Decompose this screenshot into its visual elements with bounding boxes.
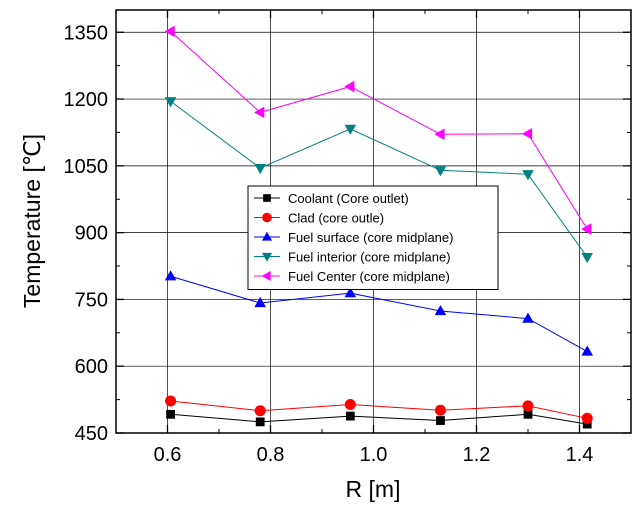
series-line: [170, 31, 588, 230]
legend-marker: [263, 194, 271, 202]
legend-marker: [261, 270, 271, 282]
data-point: [344, 399, 356, 411]
legend-label: Fuel Center (core midplane): [288, 269, 450, 284]
legend-item: Coolant (Core outlet): [254, 191, 409, 206]
legend-label: Fuel surface (core midplane): [288, 230, 453, 245]
x-tick-label: 0.8: [257, 444, 285, 466]
data-point: [434, 404, 446, 416]
data-point: [522, 312, 534, 323]
data-point: [254, 296, 266, 308]
data-point: [164, 270, 177, 281]
data-point: [522, 400, 534, 412]
data-point: [521, 128, 533, 140]
legend-marker: [261, 231, 273, 241]
data-point: [345, 411, 355, 421]
y-tick-label: 750: [75, 289, 108, 311]
y-axis-label: Temperature [℃]: [19, 134, 45, 308]
series-2: [164, 270, 593, 356]
legend-label: Coolant (Core outlet): [288, 191, 409, 206]
legend-item: Fuel Center (core midplane): [254, 269, 450, 284]
data-point: [165, 395, 177, 407]
data-point: [255, 417, 265, 427]
data-point: [523, 409, 533, 419]
data-point: [581, 412, 593, 424]
y-tick-label: 900: [75, 223, 108, 245]
ticks: 0.6 0.8 1.0 1.2 1.4 450 600 750 900 1050 1200 1350: [64, 10, 631, 466]
data-point: [582, 419, 592, 429]
data-point: [581, 252, 593, 264]
legend: Coolant (Core outlet) Clad (core outle) Fu…: [247, 185, 499, 290]
y-tick-label: 450: [75, 423, 108, 445]
series-line: [170, 275, 588, 352]
y-tick-label: 1050: [64, 156, 109, 178]
y-tick-label: 1350: [64, 22, 109, 44]
data-point: [164, 25, 175, 38]
data-point: [166, 409, 175, 419]
x-tick-label: 1.4: [566, 444, 594, 466]
legend-marker: [262, 212, 272, 223]
legend-item: Fuel interior (core midplane): [254, 250, 451, 265]
legend-label: Fuel interior (core midplane): [288, 250, 451, 265]
series-0: [166, 409, 592, 429]
data-point: [344, 287, 357, 298]
series-4: [164, 25, 592, 235]
legend-item: Clad (core outle): [254, 211, 384, 226]
data-point: [254, 405, 266, 417]
data-point: [254, 163, 266, 175]
data-point: [434, 128, 445, 141]
legend-marker: [261, 252, 273, 262]
x-tick-label: 1.2: [463, 444, 491, 466]
data-point: [164, 97, 177, 108]
legend-label: Clad (core outle): [288, 211, 384, 226]
data-point: [344, 124, 357, 135]
data-point: [581, 345, 593, 356]
x-tick-label: 1.0: [360, 444, 388, 466]
series-line: [170, 413, 588, 425]
data-point: [254, 106, 265, 119]
legend-item: Fuel surface (core midplane): [254, 230, 453, 245]
x-axis-label: R [m]: [346, 476, 401, 502]
legend-box: [247, 185, 499, 290]
data-point: [522, 170, 534, 181]
series-line: [170, 100, 588, 258]
series-1: [165, 395, 593, 424]
series-layer: [164, 25, 593, 429]
y-tick-label: 1200: [64, 89, 109, 111]
data-point: [434, 304, 447, 316]
series-line: [170, 400, 588, 419]
series-3: [164, 97, 593, 264]
data-point: [344, 80, 355, 93]
data-point: [436, 416, 445, 425]
x-tick-label: 0.6: [154, 444, 182, 466]
data-point: [581, 223, 592, 235]
y-tick-label: 600: [75, 356, 108, 378]
data-point: [434, 166, 447, 177]
